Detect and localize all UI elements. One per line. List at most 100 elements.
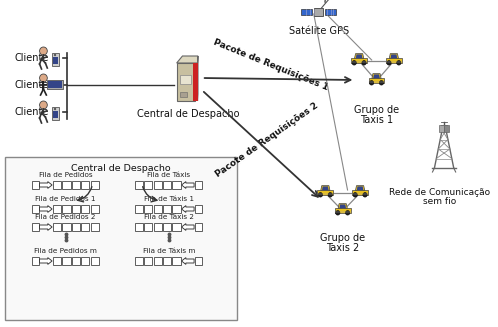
Circle shape [363, 193, 367, 197]
Bar [172, 223, 181, 231]
Circle shape [336, 211, 340, 215]
Text: Fila de Táxis 2: Fila de Táxis 2 [144, 214, 194, 220]
Polygon shape [317, 190, 333, 195]
Circle shape [39, 74, 47, 82]
FancyArrow shape [182, 258, 194, 265]
Bar [135, 181, 143, 189]
Polygon shape [390, 54, 397, 58]
Bar [72, 205, 80, 213]
Bar [163, 181, 171, 189]
Polygon shape [373, 74, 380, 78]
Text: Fila de Táxis: Fila de Táxis [147, 172, 191, 178]
Text: Taxis 1: Taxis 1 [360, 115, 393, 125]
Bar [163, 257, 171, 265]
Bar [72, 223, 80, 231]
Polygon shape [352, 190, 368, 195]
Polygon shape [389, 54, 398, 59]
Bar [81, 223, 89, 231]
Text: Rede de Comunicação: Rede de Comunicação [388, 188, 490, 197]
Bar [144, 205, 152, 213]
FancyArrow shape [39, 258, 52, 265]
Text: Central de Despacho: Central de Despacho [137, 109, 240, 119]
Circle shape [39, 47, 47, 55]
Polygon shape [355, 54, 364, 59]
Text: Fila de Pedidos m: Fila de Pedidos m [34, 248, 97, 254]
Bar [47, 80, 63, 89]
Bar [53, 257, 61, 265]
Circle shape [318, 193, 323, 197]
Bar [31, 223, 38, 231]
Bar [135, 223, 143, 231]
Bar [91, 205, 99, 213]
Bar [31, 205, 38, 213]
FancyArrow shape [39, 224, 52, 231]
Polygon shape [340, 204, 346, 208]
Bar [52, 53, 59, 66]
Circle shape [387, 60, 391, 65]
Bar [195, 181, 202, 189]
Bar [62, 257, 71, 265]
Circle shape [396, 60, 401, 65]
Circle shape [370, 80, 374, 85]
Bar [195, 257, 202, 265]
Bar [172, 181, 181, 189]
Polygon shape [356, 54, 363, 58]
Bar [53, 111, 58, 118]
Bar [163, 205, 171, 213]
Bar [53, 57, 58, 64]
FancyArrow shape [39, 181, 52, 188]
Bar [195, 205, 202, 213]
Bar [72, 257, 80, 265]
Text: Fila de Pedidos: Fila de Pedidos [39, 172, 93, 178]
Bar [31, 257, 38, 265]
Text: Cliente: Cliente [14, 80, 49, 90]
Bar [180, 92, 187, 97]
Bar [301, 9, 312, 15]
Polygon shape [322, 186, 329, 190]
Bar [62, 223, 71, 231]
Circle shape [328, 193, 333, 197]
Text: Fila de Pedidos 1: Fila de Pedidos 1 [35, 196, 96, 202]
Bar [48, 81, 62, 88]
Bar [72, 181, 80, 189]
Polygon shape [386, 59, 402, 62]
Text: Grupo de: Grupo de [354, 105, 399, 115]
Bar [153, 181, 162, 189]
Polygon shape [372, 74, 381, 78]
Text: Cliente: Cliente [14, 53, 49, 63]
Bar [135, 205, 143, 213]
FancyArrow shape [182, 224, 194, 231]
Bar [153, 257, 162, 265]
Bar [314, 8, 323, 16]
Text: Pacote de Requisições 1: Pacote de Requisições 1 [212, 38, 330, 92]
Bar [444, 125, 449, 132]
Polygon shape [356, 186, 365, 190]
Bar [62, 181, 71, 189]
Polygon shape [177, 56, 198, 63]
Circle shape [346, 211, 350, 215]
Bar [52, 107, 59, 120]
Bar [81, 181, 89, 189]
Bar [91, 223, 99, 231]
Bar [91, 257, 99, 265]
Polygon shape [335, 208, 351, 213]
Text: sem fio: sem fio [423, 197, 456, 206]
Bar [180, 75, 191, 84]
Circle shape [379, 80, 383, 85]
Bar [31, 181, 38, 189]
Circle shape [352, 60, 357, 65]
Bar [81, 257, 89, 265]
Bar [91, 181, 99, 189]
Bar [5, 157, 237, 320]
Bar [177, 63, 195, 101]
Bar [153, 223, 162, 231]
Bar [53, 223, 61, 231]
Polygon shape [321, 186, 330, 190]
Text: Grupo de: Grupo de [320, 233, 365, 243]
Polygon shape [357, 186, 364, 190]
FancyArrow shape [182, 206, 194, 213]
Text: Fila de Táxis m: Fila de Táxis m [143, 248, 195, 254]
Bar [144, 181, 152, 189]
Bar [135, 257, 143, 265]
Polygon shape [351, 59, 367, 62]
